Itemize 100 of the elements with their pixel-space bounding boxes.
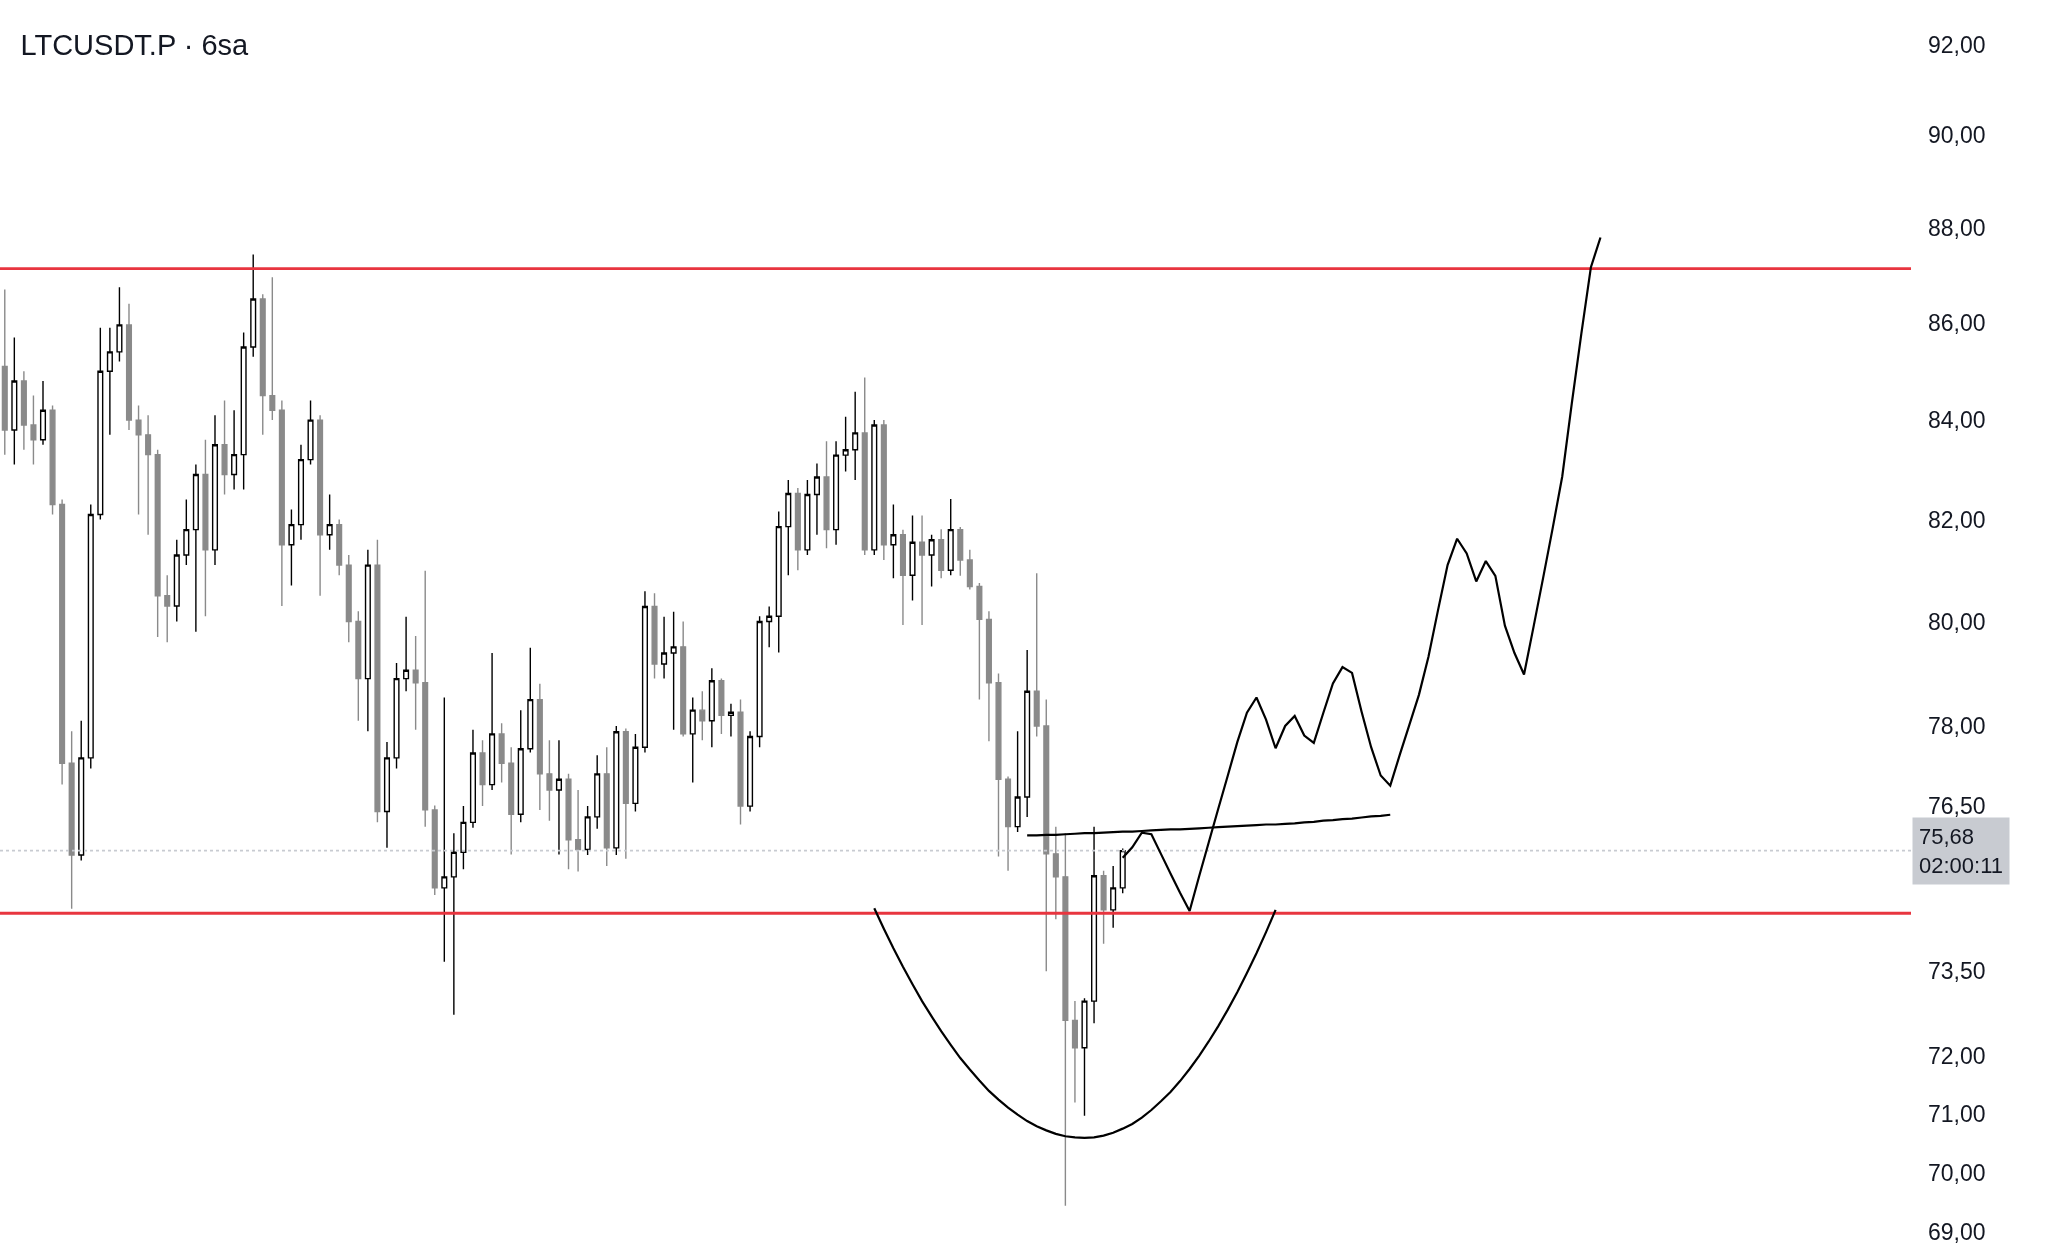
candlestick <box>288 508 295 587</box>
candlestick <box>517 709 524 824</box>
y-tick-label: 92,00 <box>1928 31 1986 58</box>
candlestick <box>39 380 47 446</box>
candlestick <box>555 739 563 856</box>
y-tick-label: 78,00 <box>1928 713 1986 740</box>
y-tick-label: 82,00 <box>1928 506 1986 533</box>
candlestick <box>575 789 582 873</box>
candlestick <box>899 528 906 626</box>
candlestick <box>527 647 534 754</box>
candlestick <box>594 754 601 830</box>
candlestick <box>985 610 992 743</box>
candlestick <box>259 293 266 436</box>
candlestick <box>966 549 973 591</box>
candlestick <box>441 696 448 963</box>
y-tick-label: 70,00 <box>1928 1159 1986 1186</box>
candlestick <box>183 498 190 566</box>
candlestick <box>393 662 400 770</box>
y-tick-label: 76,50 <box>1928 793 1986 820</box>
candlestick <box>861 376 868 556</box>
candlestick <box>450 832 457 1016</box>
candlestick <box>221 399 228 496</box>
text: LTCUSDT.P · 6sa <box>20 29 250 62</box>
y-tick-label: 88,00 <box>1928 215 1986 242</box>
y-tick-label: 86,00 <box>1928 310 1986 337</box>
candlestick <box>852 391 859 481</box>
candlestick <box>269 276 276 421</box>
candlestick <box>1024 649 1031 818</box>
candlestick <box>355 610 362 722</box>
candlestick <box>651 592 658 680</box>
candlestick <box>202 439 209 618</box>
candlestick <box>173 539 180 623</box>
candlestick <box>87 503 94 770</box>
candlestick <box>383 741 391 849</box>
candlestick <box>297 444 305 541</box>
candlestick <box>804 479 811 556</box>
line-series <box>873 907 1277 1140</box>
candlestick <box>794 487 801 571</box>
candlestick <box>756 615 763 748</box>
candlestick <box>699 690 706 741</box>
candlestick <box>489 652 496 791</box>
candlestick <box>374 539 381 824</box>
candlestick <box>641 590 648 754</box>
candlestick <box>422 570 429 828</box>
candlestick <box>317 414 324 597</box>
candlestick <box>326 493 333 551</box>
candlestick <box>403 616 410 692</box>
candlestick <box>11 336 18 466</box>
candlestick <box>689 696 696 784</box>
candlestick <box>125 303 133 431</box>
candlestick <box>1100 870 1107 945</box>
candlestick <box>1062 832 1069 1207</box>
candlestick <box>909 514 916 602</box>
candlestick <box>823 440 830 550</box>
candlestick <box>1110 865 1117 929</box>
candlestick <box>747 730 754 813</box>
candlestick <box>508 746 515 856</box>
candlestick <box>622 727 629 860</box>
y-tick-label: 72,00 <box>1928 1043 1986 1070</box>
y-tick-label: 80,00 <box>1928 608 1986 635</box>
candlestick <box>613 725 620 856</box>
candlestick <box>412 635 419 731</box>
candlestick <box>240 331 247 491</box>
candlestick <box>632 733 639 813</box>
candlestick <box>68 730 75 910</box>
candlestick <box>680 620 687 738</box>
candlestick <box>546 739 553 822</box>
candlestick <box>30 394 37 466</box>
candlestick <box>145 414 152 536</box>
candlestick <box>20 370 27 451</box>
candlestick <box>584 805 591 856</box>
candlestick <box>785 479 792 576</box>
candlestick <box>957 526 964 577</box>
candlestick <box>775 510 782 654</box>
candlestick <box>661 616 668 680</box>
candlestick <box>469 728 477 829</box>
candlestick <box>479 739 486 807</box>
candlestick <box>880 419 887 561</box>
candlestick <box>871 419 878 556</box>
candlestick <box>49 404 56 516</box>
y-tick-label: 90,00 <box>1928 122 1986 149</box>
candlestick <box>938 528 945 580</box>
candlestick <box>231 409 238 491</box>
candlestick <box>727 703 734 738</box>
candlestick <box>116 286 123 363</box>
candlestick <box>135 404 142 516</box>
candlestick <box>813 462 820 536</box>
candlestick <box>1014 730 1021 833</box>
candlestick <box>708 667 715 748</box>
candlestick <box>670 610 677 731</box>
candlestick <box>431 804 438 896</box>
candlestick <box>164 574 171 643</box>
ref-line-label: 75,68 02:00:11 <box>1919 824 2004 878</box>
candlestick <box>250 253 257 358</box>
candlestick <box>995 672 1002 858</box>
candlestick <box>192 463 199 633</box>
candlestick <box>154 448 161 638</box>
candlestick <box>565 773 572 870</box>
candlestick <box>336 518 343 576</box>
y-tick-label: 84,00 <box>1928 407 1986 434</box>
